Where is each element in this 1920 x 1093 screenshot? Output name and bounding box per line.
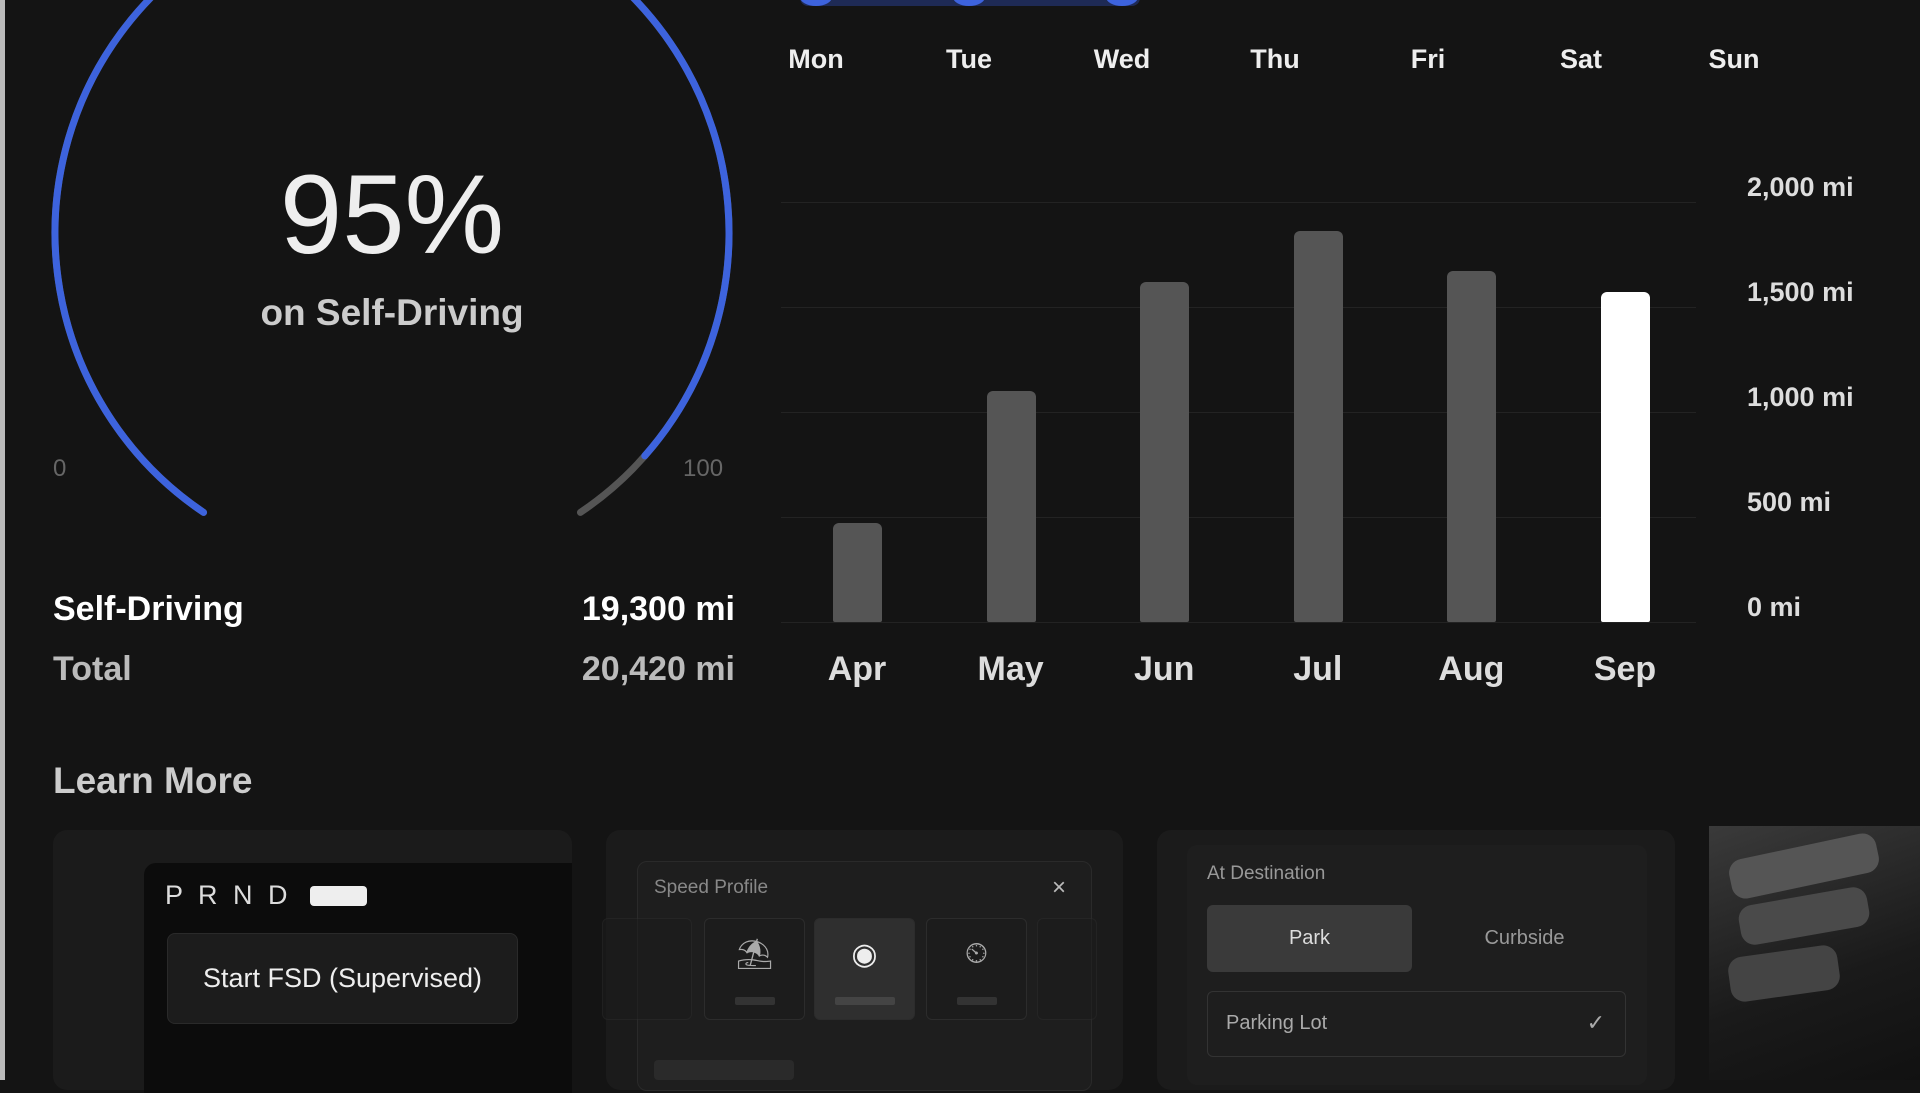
bar-apr[interactable] bbox=[833, 523, 882, 622]
bar-sep[interactable] bbox=[1601, 292, 1650, 622]
bar-may[interactable] bbox=[986, 391, 1036, 622]
weekday-label: Sun bbox=[1708, 44, 1760, 74]
curbside-option[interactable]: Curbside bbox=[1484, 927, 1565, 949]
speed-tile-standard[interactable]: ◉ bbox=[814, 918, 915, 1020]
bar-jun[interactable] bbox=[1140, 281, 1190, 622]
stat-value: 20,420 mi bbox=[581, 650, 735, 688]
x-tick-label: Apr bbox=[827, 650, 887, 688]
gauge-check-icon: ◉ bbox=[851, 938, 878, 971]
day-dot bbox=[953, 0, 985, 6]
day-dot bbox=[800, 0, 832, 6]
self-driving-gauge bbox=[51, 0, 733, 516]
relaxed-icon: ⛱ bbox=[735, 938, 774, 971]
learn-card-parking-image[interactable] bbox=[1709, 826, 1920, 1080]
weekday-label: Mon bbox=[788, 44, 844, 74]
parking-lot-dropdown[interactable]: Parking Lot ✓ bbox=[1207, 991, 1626, 1057]
dropdown-value: Parking Lot bbox=[1226, 1012, 1328, 1034]
stat-label: Self-Driving bbox=[53, 590, 244, 628]
window-edge bbox=[0, 0, 5, 1080]
stat-label: Total bbox=[53, 650, 132, 688]
y-tick-label: 1,500 mi bbox=[1747, 277, 1854, 307]
gauge-fill bbox=[51, 0, 733, 516]
start-fsd-button[interactable]: Start FSD (Supervised) bbox=[167, 933, 518, 1024]
weekday-label: Fri bbox=[1410, 44, 1446, 74]
gauge-max: 100 bbox=[683, 455, 724, 482]
stat-value: 19,300 mi bbox=[581, 590, 735, 628]
gridline bbox=[781, 622, 1696, 623]
x-tick-label: Jun bbox=[1133, 650, 1195, 688]
weekday-label: Sat bbox=[1559, 44, 1603, 74]
gear-indicator bbox=[310, 886, 367, 906]
y-tick-label: 1,000 mi bbox=[1747, 382, 1854, 412]
placeholder-bar bbox=[654, 1060, 794, 1080]
x-tick-label: May bbox=[977, 650, 1044, 688]
gridline bbox=[781, 517, 1696, 518]
speed-profile-title: Speed Profile bbox=[654, 877, 769, 898]
gridline bbox=[781, 412, 1696, 413]
learn-more-title: Learn More bbox=[53, 760, 253, 801]
car-image bbox=[1726, 943, 1842, 1004]
gear-selector: P R N D bbox=[165, 880, 292, 910]
gridline bbox=[781, 202, 1696, 203]
y-tick-label: 500 mi bbox=[1747, 487, 1832, 517]
gauge-caption: on Self-Driving bbox=[260, 292, 524, 333]
x-tick-label: Jul bbox=[1293, 650, 1343, 688]
gridline bbox=[781, 307, 1696, 308]
x-tick-label: Sep bbox=[1593, 650, 1657, 688]
gauge-percent: 95% bbox=[279, 152, 505, 277]
weekday-label: Tue bbox=[946, 44, 992, 74]
bar-aug[interactable] bbox=[1447, 271, 1497, 622]
close-icon[interactable]: × bbox=[1052, 874, 1067, 901]
fast-clock-icon: ⏲ bbox=[964, 937, 989, 970]
speed-tile-chill[interactable]: ⛱ bbox=[704, 918, 805, 1020]
x-tick-label: Aug bbox=[1438, 650, 1505, 688]
check-icon: ✓ bbox=[1586, 1010, 1605, 1035]
day-dot bbox=[1106, 0, 1138, 6]
y-tick-label: 0 mi bbox=[1747, 592, 1802, 622]
destination-title: At Destination bbox=[1207, 863, 1326, 884]
weekday-label: Thu bbox=[1250, 44, 1300, 74]
bar-jul[interactable] bbox=[1293, 231, 1343, 622]
speed-tile-hurry[interactable]: ⏲ bbox=[926, 918, 1027, 1020]
speed-tile[interactable] bbox=[1037, 918, 1097, 1020]
gauge-min: 0 bbox=[53, 455, 67, 482]
park-option[interactable]: Park bbox=[1207, 905, 1412, 972]
speed-tile[interactable] bbox=[602, 918, 692, 1020]
y-tick-label: 2,000 mi bbox=[1747, 172, 1854, 202]
weekday-label: Wed bbox=[1093, 44, 1151, 74]
